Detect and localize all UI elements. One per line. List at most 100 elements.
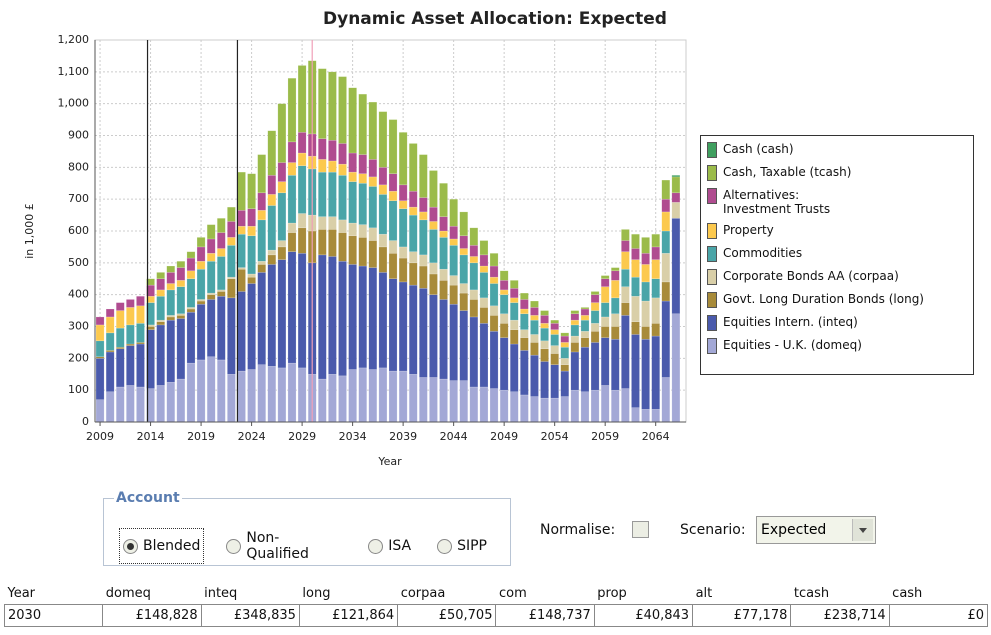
- bar-segment: [338, 163, 347, 176]
- bar-segment: [156, 289, 165, 297]
- bar-segment: [459, 211, 469, 237]
- bar-segment: [499, 313, 509, 324]
- scenario-dropdown[interactable]: Expected: [756, 516, 876, 544]
- bar-segment: [469, 316, 479, 388]
- bar-segment: [237, 370, 246, 423]
- bar-segment: [216, 218, 226, 233]
- bar-segment: [509, 288, 519, 299]
- bar-segment: [227, 206, 236, 222]
- bar-segment: [216, 256, 226, 291]
- legend-label: Property: [723, 223, 774, 237]
- bar-segment: [267, 175, 277, 195]
- radio-circle[interactable]: [226, 538, 242, 554]
- bar-segment: [520, 350, 529, 396]
- bar-segment: [318, 254, 327, 380]
- radio-circle[interactable]: [368, 538, 384, 554]
- y-tick-label: 0: [82, 415, 89, 428]
- bar-segment: [540, 361, 549, 399]
- bar-segment: [459, 254, 469, 284]
- bar-segment: [671, 202, 681, 219]
- bar-segment: [257, 154, 266, 194]
- bar-segment: [509, 302, 519, 321]
- bar-segment: [661, 281, 671, 302]
- bar-segment: [166, 316, 176, 321]
- x-tick-label: 2039: [389, 430, 417, 443]
- bar-segment: [590, 331, 600, 343]
- bar-segment: [408, 190, 418, 208]
- bar-segment: [520, 308, 529, 315]
- legend-swatch: [707, 165, 717, 181]
- radio-option[interactable]: ISA: [365, 529, 414, 563]
- bar-segment: [499, 270, 509, 281]
- radio-circle[interactable]: [437, 538, 453, 554]
- legend-label: Govt. Long Duration Bonds (long): [723, 292, 924, 306]
- radio-option[interactable]: Blended: [118, 528, 205, 564]
- bar-segment: [509, 391, 519, 423]
- bar-segment: [439, 378, 448, 423]
- bar-segment: [277, 181, 287, 194]
- normalise-checkbox[interactable]: [632, 521, 649, 538]
- bar-segment: [398, 200, 408, 209]
- table-cell: £348,835: [200, 604, 300, 627]
- bar-segment: [570, 313, 580, 321]
- bar-segment: [267, 130, 277, 176]
- bar-segment: [570, 351, 580, 391]
- bar-segment: [328, 71, 337, 141]
- bar-segment: [560, 370, 570, 397]
- dropdown-arrow[interactable]: [852, 519, 873, 541]
- bar-segment: [429, 229, 438, 264]
- bar-segment: [479, 386, 489, 423]
- bar-segment: [358, 173, 368, 184]
- bar-segment: [348, 87, 357, 154]
- x-tick-label: 2049: [490, 430, 518, 443]
- legend-item: Commodities: [707, 246, 967, 262]
- y-tick-label: 700: [68, 192, 89, 205]
- legend-item: Equities Intern. (inteq): [707, 315, 967, 331]
- bar-segment: [610, 297, 620, 315]
- bar-segment: [530, 396, 539, 423]
- bar-segment: [328, 374, 337, 423]
- bar-segment: [186, 362, 196, 423]
- bar-segment: [287, 222, 297, 233]
- bar-segment: [570, 310, 580, 315]
- bar-segment: [651, 409, 660, 423]
- bar-segment: [368, 267, 378, 370]
- bar-segment: [661, 300, 671, 378]
- account-group: Account Blended Non-Qualified ISA SIPP: [103, 490, 511, 566]
- bar-segment: [499, 280, 509, 291]
- bar-segment: [540, 323, 549, 329]
- legend-swatch: [707, 269, 717, 285]
- bar-segment: [277, 192, 287, 241]
- table-row: 2030 £148,828 £348,835 £121,864 £50,705 £148,…: [3, 604, 989, 627]
- bar-segment: [176, 286, 186, 315]
- radio-dot: [127, 542, 134, 550]
- bar-segment: [156, 324, 165, 386]
- radio-label: SIPP: [457, 538, 487, 554]
- radio-circle[interactable]: [123, 538, 138, 554]
- chart: Dynamic Asset Allocation: Expected in 1,…: [23, 9, 687, 468]
- bar-segment: [328, 171, 337, 217]
- bar-segment: [166, 289, 176, 316]
- bar-segment: [419, 377, 428, 423]
- radio-option[interactable]: Non-Qualified: [223, 529, 345, 563]
- bar-segment: [520, 313, 529, 330]
- bar-segment: [479, 272, 489, 299]
- bar-segment: [479, 240, 489, 256]
- bar-segment: [206, 253, 216, 262]
- bar-segment: [540, 315, 549, 324]
- radio-option[interactable]: SIPP: [434, 529, 490, 563]
- bar-segment: [297, 152, 307, 166]
- bar-segment: [631, 276, 640, 297]
- y-tick-label: 100: [68, 383, 89, 396]
- column-header: prop: [594, 583, 693, 605]
- bar-segment: [388, 278, 398, 372]
- bar-segment: [126, 299, 135, 308]
- bar-segment: [297, 132, 307, 154]
- bar-segment: [297, 227, 307, 254]
- bar-segment: [378, 184, 388, 195]
- bar-segment: [469, 289, 479, 300]
- bar-segment: [257, 264, 266, 273]
- bar-segment: [610, 326, 620, 340]
- bar-segment: [560, 346, 570, 359]
- bar-segment: [136, 343, 145, 388]
